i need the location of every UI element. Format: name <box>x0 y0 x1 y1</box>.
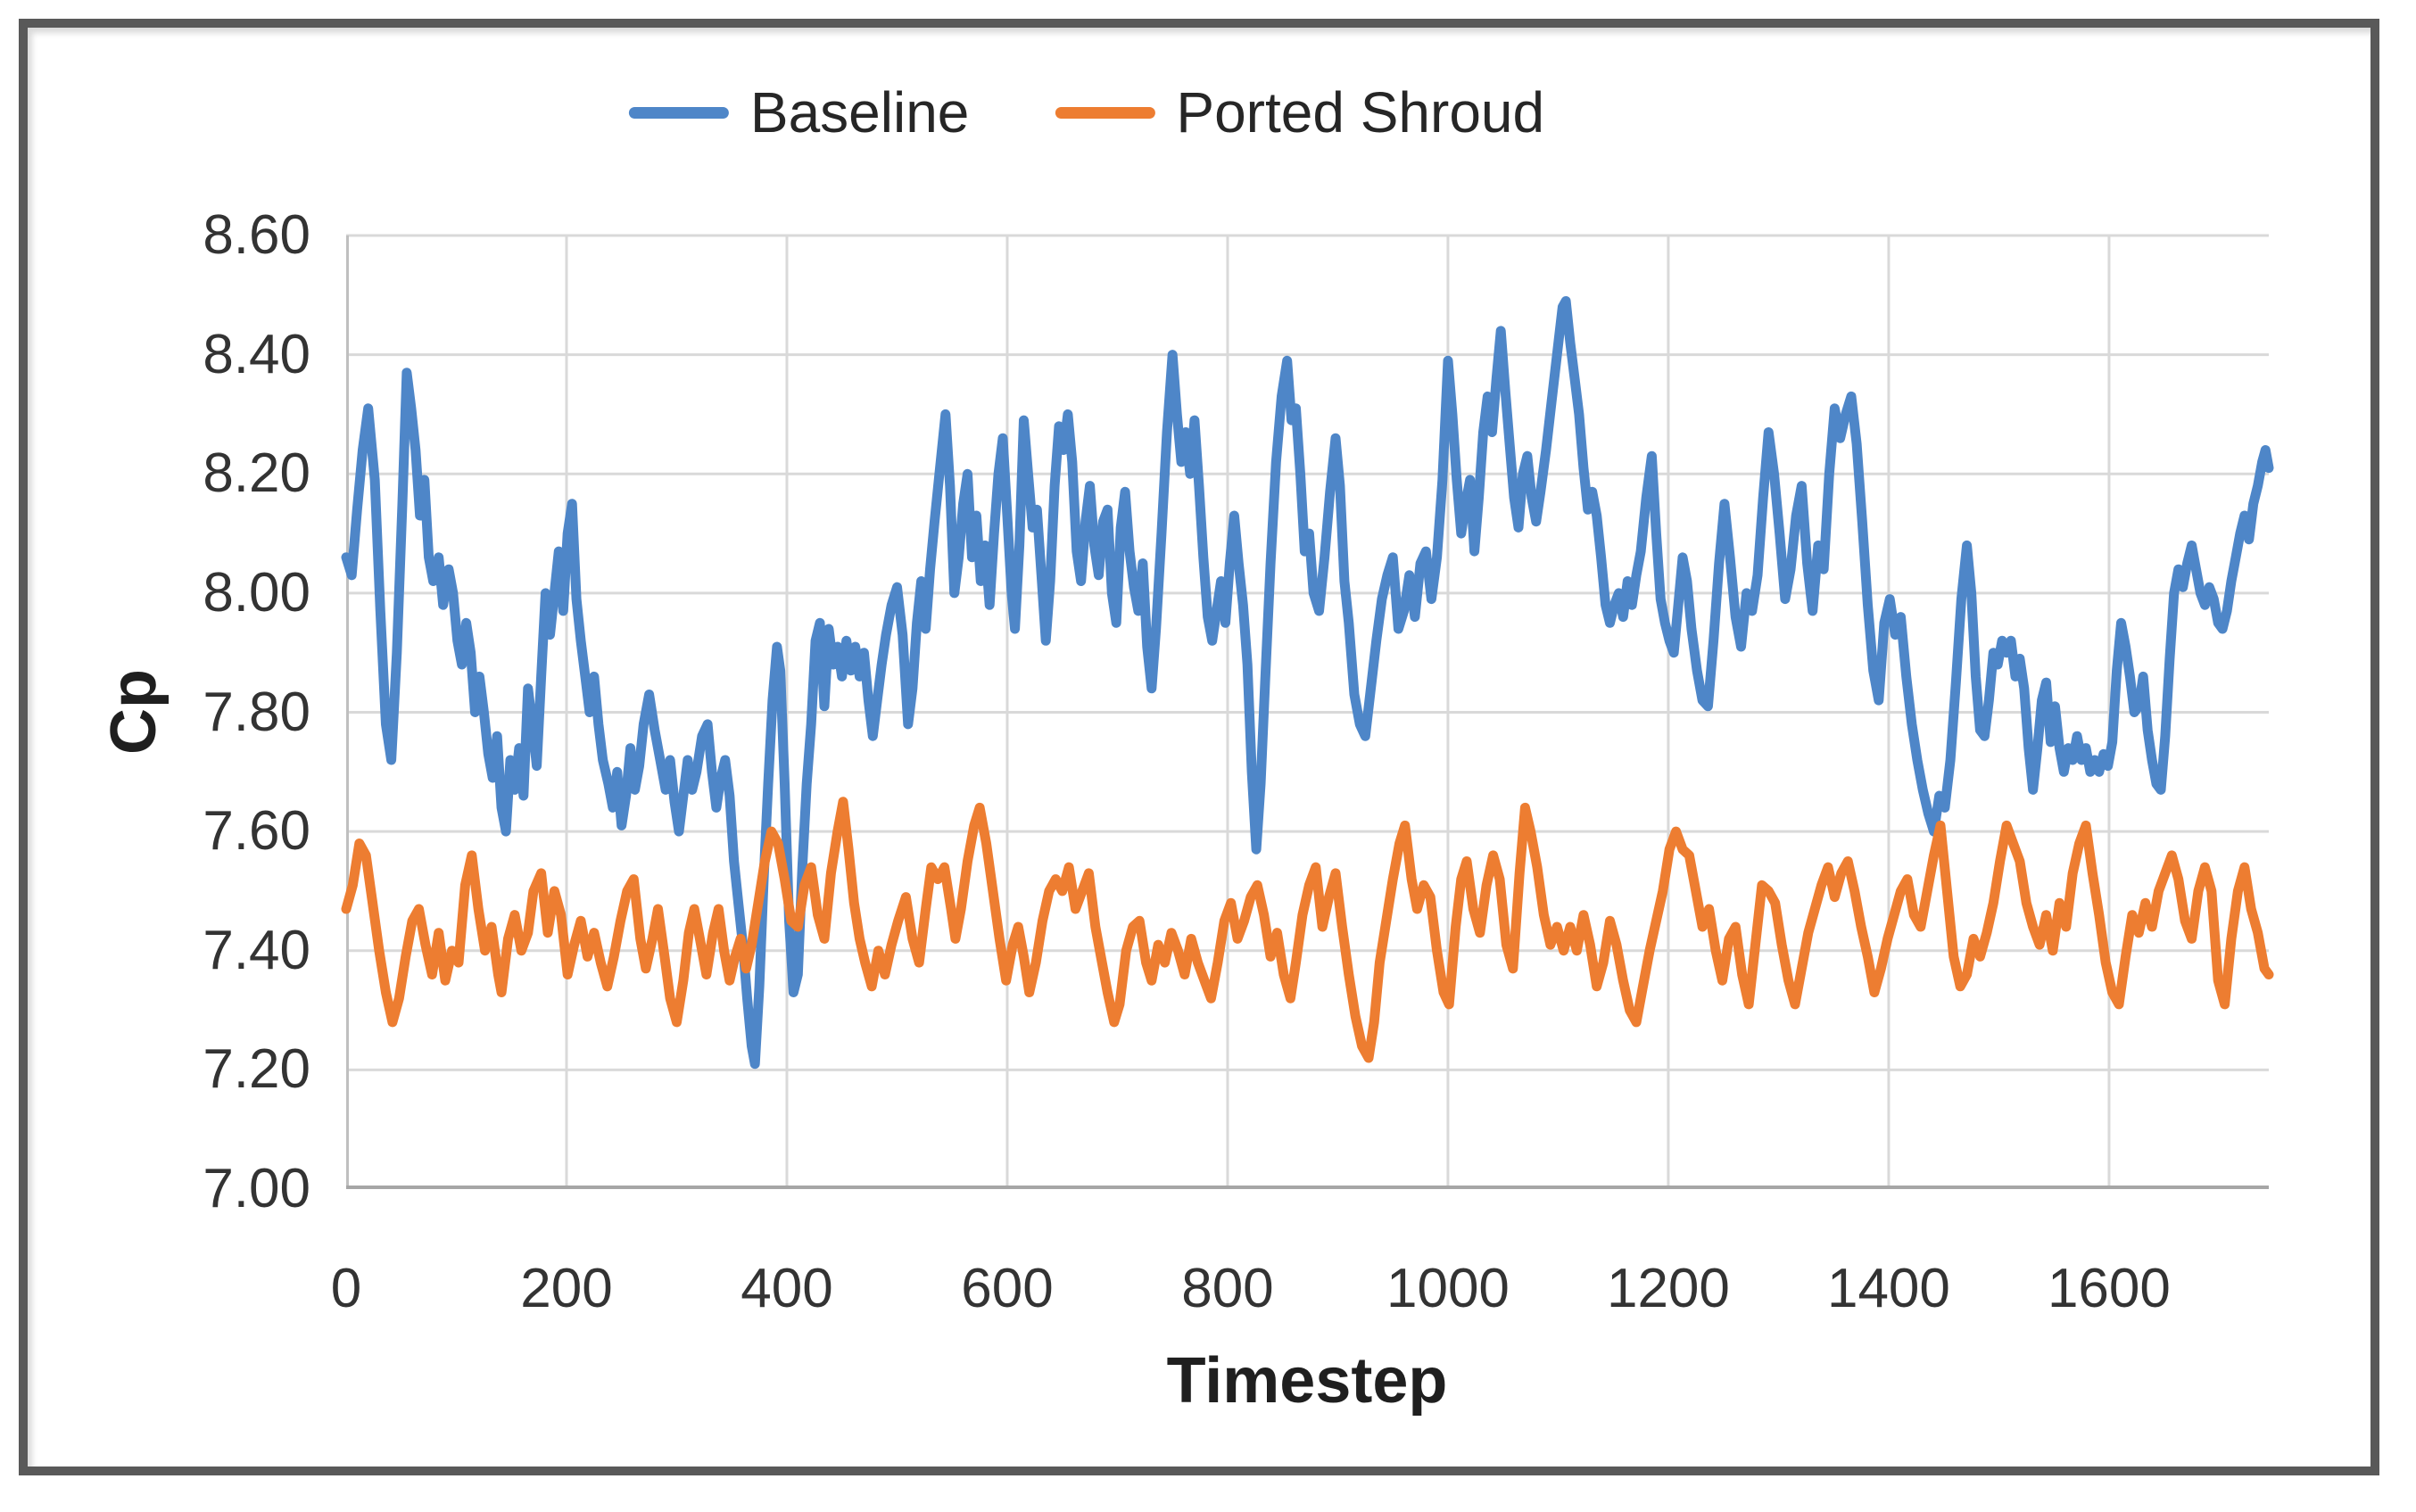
chart-border-frame <box>19 19 2379 1475</box>
ported-shroud-line-swatch-icon <box>1055 106 1155 119</box>
line-chart-canvas <box>341 234 2274 1189</box>
legend-item-baseline: Baseline <box>628 80 970 145</box>
y-tick-label: 8.00 <box>203 561 310 624</box>
y-tick-label: 7.60 <box>203 800 310 863</box>
y-tick-label: 7.80 <box>203 681 310 743</box>
x-axis-title: Timestep <box>1166 1345 1448 1417</box>
series-line-baseline <box>341 296 2274 1070</box>
series-line-ported-shroud <box>341 797 2274 1063</box>
baseline-line-swatch-icon <box>628 106 729 119</box>
y-tick-label: 8.40 <box>203 323 310 385</box>
legend-label-ported-shroud: Ported Shroud <box>1176 80 1545 145</box>
x-tick-label: 600 <box>961 1258 1054 1319</box>
chart-legend: Baseline Ported Shroud <box>628 80 1544 145</box>
x-tick-label: 200 <box>520 1258 613 1319</box>
x-tick-label: 1200 <box>1606 1258 1730 1319</box>
x-tick-label: 1400 <box>1826 1258 1950 1319</box>
x-tick-label: 1600 <box>2047 1258 2171 1319</box>
y-tick-label: 8.20 <box>203 442 310 505</box>
x-tick-label: 400 <box>741 1258 833 1319</box>
legend-label-baseline: Baseline <box>749 80 970 145</box>
x-tick-label: 0 <box>330 1258 362 1319</box>
legend-item-ported-shroud: Ported Shroud <box>1055 84 1544 141</box>
y-tick-label: 7.20 <box>203 1038 310 1101</box>
y-tick-label: 8.60 <box>203 204 310 266</box>
x-tick-label: 1000 <box>1386 1258 1510 1319</box>
y-tick-label: 7.00 <box>203 1158 310 1219</box>
plot-area <box>341 234 2274 1189</box>
x-tick-label: 800 <box>1181 1258 1274 1319</box>
y-tick-label: 7.40 <box>203 919 310 981</box>
